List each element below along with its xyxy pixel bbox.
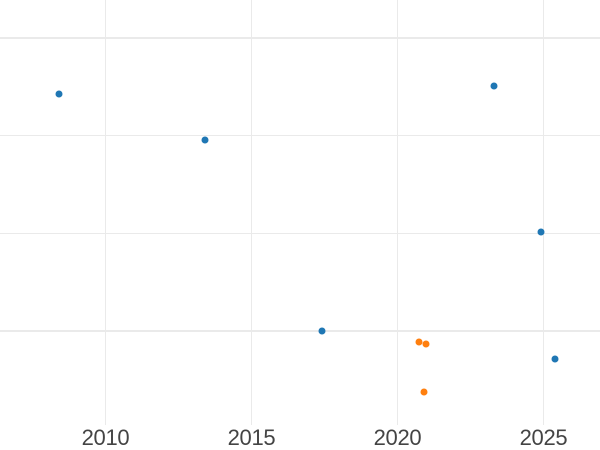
plot-area bbox=[0, 0, 600, 425]
gridline-vertical bbox=[104, 0, 107, 425]
data-point-orange-series bbox=[420, 388, 428, 396]
data-point-blue-series bbox=[551, 355, 559, 363]
gridline-horizontal bbox=[0, 232, 600, 235]
gridline-vertical bbox=[542, 0, 545, 425]
data-point-orange-series bbox=[422, 340, 430, 348]
x-tick-label-2020: 2020 bbox=[373, 425, 422, 450]
gridline-horizontal bbox=[0, 37, 600, 39]
x-tick-label-2025: 2025 bbox=[519, 425, 568, 450]
data-point-orange-series bbox=[415, 338, 423, 346]
gridline-vertical bbox=[396, 0, 399, 425]
data-point-blue-series bbox=[55, 90, 63, 98]
x-axis: 2010 2015 2020 2025 bbox=[0, 425, 600, 450]
data-point-blue-series bbox=[318, 327, 326, 335]
x-tick-label-2015: 2015 bbox=[227, 425, 276, 450]
gridline-horizontal bbox=[0, 134, 600, 137]
data-point-blue-series bbox=[537, 228, 545, 236]
data-point-blue-series bbox=[490, 82, 498, 90]
gridline-horizontal bbox=[0, 330, 600, 332]
data-point-blue-series bbox=[201, 136, 209, 144]
gridline-vertical bbox=[250, 0, 253, 425]
x-tick-label-2010: 2010 bbox=[81, 425, 130, 450]
